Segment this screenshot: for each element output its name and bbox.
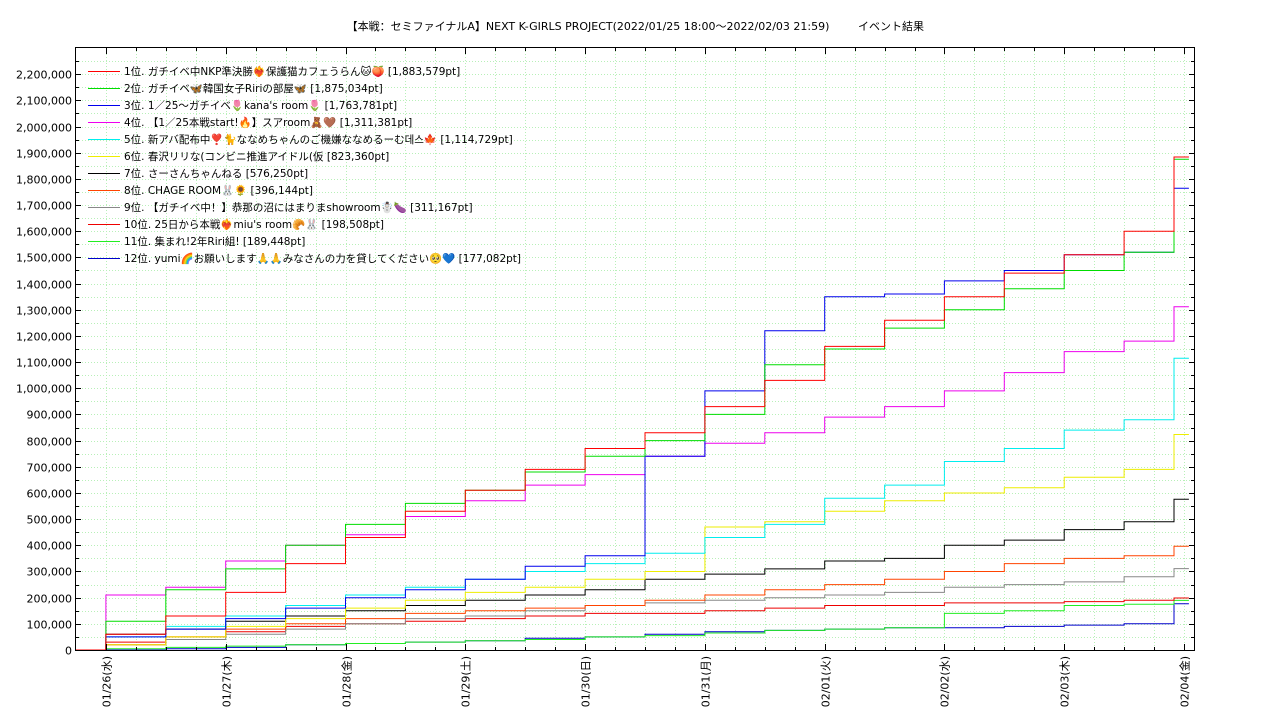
y-tick-label: 600,000 <box>27 488 73 501</box>
legend-label-2: 2位. ガチイベ🦋韓国女子Ririの部屋🦋 [1,875,034pt] <box>124 82 383 95</box>
plot-frame <box>75 47 1195 651</box>
y-tick-label: 500,000 <box>27 514 73 527</box>
y-tick-label: 700,000 <box>27 462 73 475</box>
y-tick-labels: 0 100,000 200,000 300,000 400,000 500,000 600,… <box>16 69 72 658</box>
y-tick-label: 1,000,000 <box>16 383 72 396</box>
series-lines <box>76 156 1189 651</box>
x-tick-label: 02/03(木) <box>1059 656 1072 707</box>
legend-label-4: 4位. 【1／25本戦start!🔥】スアroom🧸🤎 [1,311,381pt… <box>124 116 412 129</box>
x-tick-label: 02/02(水) <box>939 656 952 707</box>
y-tick-label: 1,500,000 <box>16 252 72 265</box>
y-tick-label: 100,000 <box>27 619 73 632</box>
x-tick-labels: 01/26(水) 01/27(木) 01/28(金) 01/29(土) 01/30(日)… <box>101 656 1192 707</box>
y-tick-label: 1,300,000 <box>16 305 72 318</box>
series-line-7 <box>76 498 1189 651</box>
legend-label-5: 5位. 新アバ配布中❣️🐈ななめちゃんのご機嫌ななめるーむ데스🍁 [1,114,… <box>124 133 513 146</box>
y-tick-label: 2,100,000 <box>16 95 72 108</box>
y-tick-label: 2,200,000 <box>16 69 72 82</box>
y-tick-label: 1,700,000 <box>16 200 72 213</box>
legend: 1位. ガチイベ中NKP準決勝❤️‍🔥保護猫カフェうらん🐱🍑 [1,883,57… <box>88 65 521 265</box>
series-line-6 <box>76 434 1189 651</box>
series-line-11 <box>76 599 1189 651</box>
x-tick-label: 01/26(水) <box>101 656 114 707</box>
y-tick-label: 200,000 <box>27 593 73 606</box>
legend-label-8: 8位. CHAGE ROOM🐰🌻 [396,144pt] <box>124 184 313 197</box>
y-tick-label: 1,900,000 <box>16 148 72 161</box>
x-tick-label: 01/30(日) <box>580 656 593 707</box>
legend-label-6: 6位. 春沢リリな(コンビニ推進アイドル(仮 [823,360pt] <box>124 150 389 163</box>
x-tick-label: 01/28(金) <box>340 656 354 707</box>
legend-label-3: 3位. 1／25〜ガチイベ🌷kana's room🌷 [1,763,781pt] <box>124 99 397 112</box>
y-tick-label: 1,600,000 <box>16 226 72 239</box>
y-tick-label: 400,000 <box>27 540 73 553</box>
x-tick-label: 01/29(土) <box>460 656 473 707</box>
legend-label-1: 1位. ガチイベ中NKP準決勝❤️‍🔥保護猫カフェうらん🐱🍑 [1,883,57… <box>124 65 460 78</box>
x-tick-label: 01/31(月) <box>700 656 713 707</box>
y-tick-label: 2,000,000 <box>16 122 72 135</box>
grid-lines <box>76 48 1194 650</box>
series-line-8 <box>76 545 1189 651</box>
axis-ticks <box>76 48 1194 651</box>
legend-label-11: 11位. 集まれ!2年Riri組! [189,448pt] <box>124 235 305 248</box>
x-tick-label: 01/27(木) <box>221 656 234 707</box>
legend-label-12: 12位. yumi🌈お願いします🙏🙏みなさんの力を貸してください🥺💙 [177,… <box>124 252 521 265</box>
legend-label-10: 10位. 25日から本戦❤️‍🔥miu's room🥐🐰 [198,508pt] <box>124 218 384 231</box>
y-tick-label: 800,000 <box>27 436 73 449</box>
series-line-5 <box>76 357 1189 651</box>
y-tick-label: 1,400,000 <box>16 279 72 292</box>
legend-label-9: 9位. 【ガチイベ中！】恭那の沼にはまりまshowroom☃️🍆 [311,16… <box>124 201 473 214</box>
y-tick-label: 900,000 <box>27 409 73 422</box>
y-tick-label: 1,800,000 <box>16 174 72 187</box>
y-tick-label: 0 <box>65 645 72 658</box>
series-line-3 <box>76 187 1189 651</box>
chart-subtitle: イベント結果 <box>858 19 924 33</box>
y-tick-label: 1,200,000 <box>16 331 72 344</box>
chart-title: 【本戦：セミファイナルA】NEXT K-GIRLS PROJECT(2022/0… <box>347 19 830 33</box>
y-tick-label: 300,000 <box>27 566 73 579</box>
x-tick-label: 02/04(金) <box>1178 656 1192 707</box>
legend-label-7: 7位. さーさんちゃんねる [576,250pt] <box>124 167 308 180</box>
y-tick-label: 1,100,000 <box>16 357 72 370</box>
x-tick-label: 02/01(火) <box>820 656 833 707</box>
series-line-1 <box>76 156 1189 651</box>
